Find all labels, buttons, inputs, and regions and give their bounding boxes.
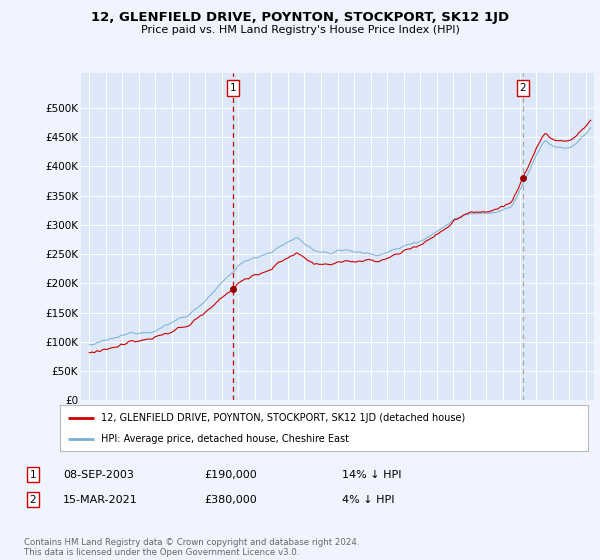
- Text: Price paid vs. HM Land Registry's House Price Index (HPI): Price paid vs. HM Land Registry's House …: [140, 25, 460, 35]
- Text: Contains HM Land Registry data © Crown copyright and database right 2024.
This d: Contains HM Land Registry data © Crown c…: [24, 538, 359, 557]
- Text: 2: 2: [29, 494, 37, 505]
- Text: HPI: Average price, detached house, Cheshire East: HPI: Average price, detached house, Ches…: [101, 435, 349, 444]
- Text: 1: 1: [29, 470, 37, 480]
- Text: 14% ↓ HPI: 14% ↓ HPI: [342, 470, 401, 480]
- Text: 1: 1: [230, 83, 236, 92]
- Text: 2: 2: [520, 83, 526, 92]
- Text: 15-MAR-2021: 15-MAR-2021: [63, 494, 138, 505]
- Text: £190,000: £190,000: [204, 470, 257, 480]
- Text: 4% ↓ HPI: 4% ↓ HPI: [342, 494, 395, 505]
- Text: £380,000: £380,000: [204, 494, 257, 505]
- Text: 12, GLENFIELD DRIVE, POYNTON, STOCKPORT, SK12 1JD: 12, GLENFIELD DRIVE, POYNTON, STOCKPORT,…: [91, 11, 509, 24]
- Text: 12, GLENFIELD DRIVE, POYNTON, STOCKPORT, SK12 1JD (detached house): 12, GLENFIELD DRIVE, POYNTON, STOCKPORT,…: [101, 413, 466, 423]
- Text: 08-SEP-2003: 08-SEP-2003: [63, 470, 134, 480]
